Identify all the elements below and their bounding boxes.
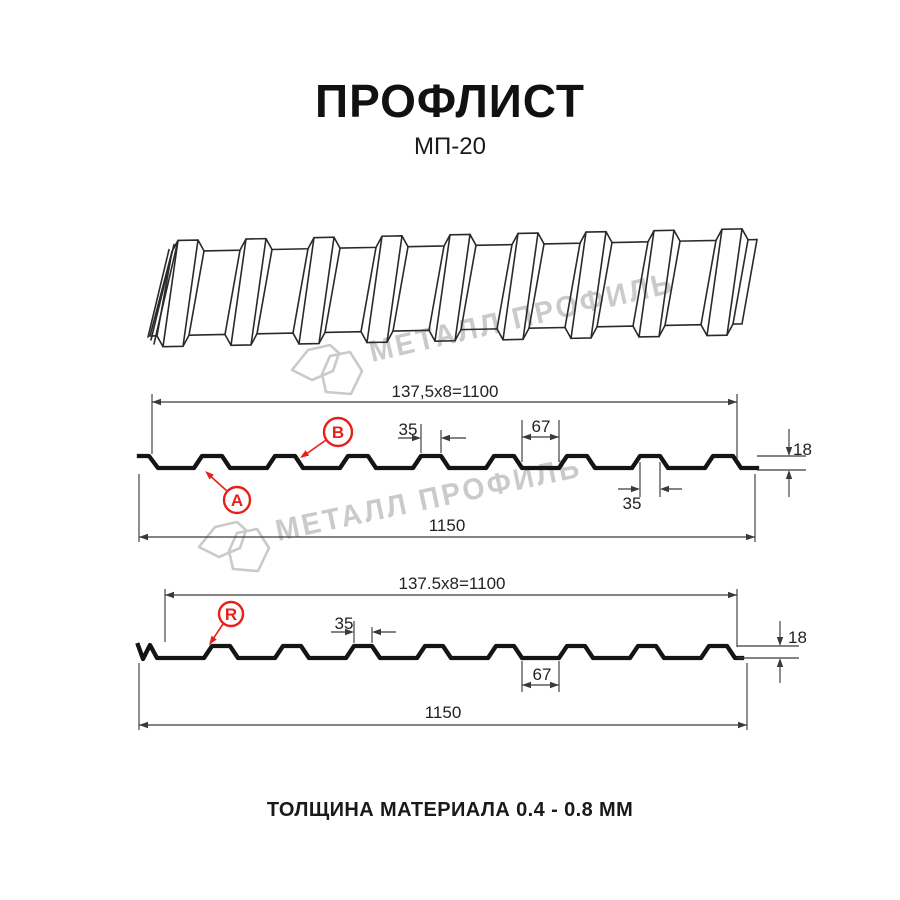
marker-a-label: A bbox=[231, 491, 243, 510]
profile-3d-view bbox=[147, 228, 758, 348]
thickness-note: ТОЛЩИНА МАТЕРИАЛА 0.4 - 0.8 ММ bbox=[266, 799, 634, 821]
watermark-text: МЕТАЛЛ ПРОФИЛЬ bbox=[366, 266, 677, 368]
dim-coverage-width-ab: 137,5x8=1100 bbox=[392, 382, 499, 401]
dim-crest-width-2-ab: 35 bbox=[623, 494, 642, 513]
marker-b-label: B bbox=[332, 423, 344, 442]
watermark-1: МЕТАЛЛ ПРОФИЛЬ bbox=[290, 266, 678, 396]
dim-coverage-width-r: 137.5x8=1100 bbox=[399, 574, 506, 593]
dim-height-r: 18 bbox=[788, 628, 807, 647]
dim-crest-width-ab: 35 bbox=[399, 420, 418, 439]
section-ab-drawing bbox=[136, 394, 806, 542]
dim-overall-width-ab: 1150 bbox=[429, 516, 466, 535]
dim-valley-width-r: 67 bbox=[533, 665, 552, 684]
product-code: МП-20 bbox=[414, 133, 486, 160]
dim-valley-width-ab: 67 bbox=[532, 417, 551, 436]
dim-overall-width-r: 1150 bbox=[425, 703, 462, 722]
metal-profil-logo-icon bbox=[290, 343, 364, 396]
marker-r-label: R bbox=[225, 605, 237, 624]
section-r-drawing bbox=[135, 589, 799, 730]
dim-crest-width-r: 35 bbox=[335, 614, 354, 633]
metal-profil-logo-icon bbox=[197, 520, 271, 573]
dim-height-ab: 18 bbox=[793, 440, 812, 459]
page-title: ПРОФЛИСТ bbox=[315, 75, 585, 127]
